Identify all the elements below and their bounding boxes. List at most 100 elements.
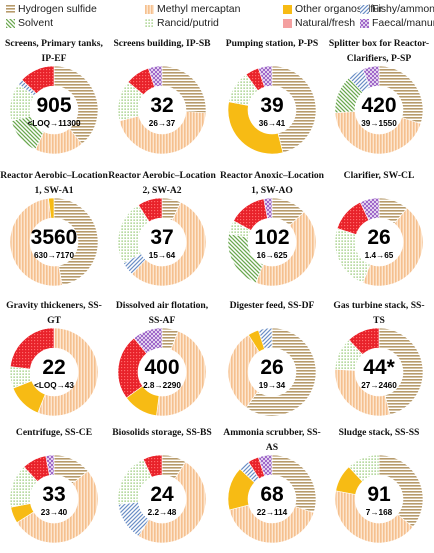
range-label: 1.4→65 (364, 251, 394, 260)
center-value: 37 (150, 226, 174, 249)
panel-title-line2: AS (265, 442, 279, 453)
donut-slice-fishy-ammonia (258, 328, 273, 350)
center-value: 44* (363, 356, 395, 379)
center-value: 3560 (30, 226, 78, 249)
donut-chart (10, 328, 98, 416)
donut-slice-methyl-mercaptan (37, 328, 98, 416)
donut-slice-red-extra (138, 198, 163, 223)
donut-chart (228, 455, 316, 543)
donut-panel: Pumping station, P-PS 39 36→41 (218, 36, 326, 164)
donut-slice-methyl-mercaptan (335, 490, 414, 543)
donut-slice-methyl-mercaptan (156, 330, 206, 416)
donut-chart (118, 455, 206, 543)
donut-slice-faecal-manure (258, 66, 273, 88)
legend-item-natural-fresh: Natural/fresh (283, 17, 355, 29)
donut-slice-hydrogen-sulfide (245, 328, 316, 416)
donut-panel: Reactor Aerobic–Location 2, SW-A2 37 15→64 (108, 168, 216, 296)
panel-title-line2: Clarifiers, P-SP (346, 53, 412, 64)
panel-title: Screens, Primary tanks, IP-EF (0, 36, 108, 66)
donut-slice-faecal-manure (258, 455, 273, 477)
panel-title-line1: Biosolids storage, SS-BS (112, 427, 212, 438)
donut-slice-red-extra (142, 455, 163, 478)
legend-item-rancid-putrid: Rancid/putrid (145, 17, 219, 29)
panel-title: Ammonia scrubber, SS- AS (218, 425, 326, 455)
donut-panel: Digester feed, SS-DF 26 19→34 (218, 298, 326, 426)
legend-item-hydrogen-sulfide: Hydrogen sulfide (6, 3, 97, 15)
center-value: 26 (367, 226, 391, 249)
panel-title-line2: TS (373, 315, 385, 326)
donut-slice-other-organosulfur (228, 101, 284, 154)
panel-title: Reactor Anoxic–Location 1, SW-AO (218, 168, 326, 198)
panel-title-line1: Ammonia scrubber, SS- (223, 427, 321, 438)
donut-slice-methyl-mercaptan (229, 504, 315, 543)
range-label: 22→114 (256, 508, 288, 517)
donut-panel: Sludge stack, SS-SS 91 7→168 (325, 425, 433, 553)
donut-panel: Ammonia scrubber, SS- AS 68 22→114 (218, 425, 326, 553)
donut-slice-methyl-mercaptan (10, 198, 63, 286)
donut-slice-hydrogen-sulfide (271, 66, 316, 153)
donut-chart (118, 198, 206, 286)
range-label: 2.2→48 (147, 508, 177, 517)
donut-panel: Splitter box for Reactor- Clarifiers, P-S… (325, 36, 433, 164)
donut-slice-other-organosulfur (48, 198, 55, 219)
legend-swatch (283, 4, 292, 14)
center-value: 91 (367, 483, 391, 506)
center-value: 400 (144, 356, 180, 379)
center-value: 22 (42, 356, 66, 379)
panel-title: Sludge stack, SS-SS (325, 425, 433, 440)
legend-label: Faecal/manure (372, 17, 434, 29)
donut-chart (335, 198, 423, 286)
donut-slice-hydrogen-sulfide (53, 198, 98, 286)
panel-title-line1: Reactor Aerobic–Location (108, 170, 216, 181)
panel-title: Centrifuge, SS-CE (0, 425, 108, 440)
donut-panel: Screens, Primary tanks, IP-EF 905 <LOQ→1130… (0, 36, 108, 164)
donut-slice-methyl-mercaptan (255, 211, 316, 286)
donut-slice-faecal-manure (133, 328, 163, 354)
donut-chart (10, 198, 98, 286)
panel-title-line1: Splitter box for Reactor- (328, 38, 430, 49)
legend-item-solvent: Solvent (6, 17, 53, 29)
donut-panel: Reactor Aerobic–Location 1, SW-A1 3560 630→… (0, 168, 108, 296)
legend-swatch (360, 18, 369, 28)
donut-panel: Clarifier, SW-CL 26 1.4→65 (325, 168, 433, 296)
range-label: 19→34 (258, 381, 286, 390)
donut-chart (228, 328, 316, 416)
panel-title-line1: Centrifuge, SS-CE (15, 427, 93, 438)
legend-swatch (145, 4, 154, 14)
range-label: <LOQ→11300 (27, 119, 81, 128)
center-value: 24 (150, 483, 174, 506)
range-label: 27→2460 (361, 381, 397, 390)
center-value: 26 (260, 356, 284, 379)
range-label: 630→7170 (33, 251, 75, 260)
donut-panel: Centrifuge, SS-CE 33 23→40 (0, 425, 108, 553)
legend-label: Methyl mercaptan (157, 3, 241, 15)
panel-title: Clarifier, SW-CL (325, 168, 433, 183)
donut-panel: Dissolved air flotation, SS-AF 400 2.8→2290 (108, 298, 216, 426)
donut-slice-methyl-mercaptan (362, 207, 423, 286)
donut-slice-red-extra (10, 328, 55, 370)
panel-title: Biosolids storage, SS-BS (108, 425, 216, 440)
range-label: <LOQ→43 (34, 381, 74, 390)
panel-title-line1: Dissolved air flotation, (115, 300, 209, 311)
donut-slice-hydrogen-sulfide (378, 328, 423, 415)
legend-swatch (283, 18, 292, 28)
center-value: 39 (260, 94, 284, 117)
panel-title-line2: IP-EF (41, 53, 67, 64)
legend-label: Natural/fresh (295, 17, 356, 29)
panel-title-line1: Reactor Aerobic–Location (0, 170, 108, 181)
legend-swatch (145, 18, 154, 28)
donut-chart (335, 66, 423, 154)
panel-title: Reactor Aerobic–Location 1, SW-A1 (0, 168, 108, 198)
panel-title-line1: Digester feed, SS-DF (229, 300, 315, 311)
donut-slice-hydrogen-sulfide (378, 455, 423, 528)
donut-panel: Gravity thickeners, SS- GT 22 <LOQ→43 (0, 298, 108, 426)
panel-title: Splitter box for Reactor- Clarifiers, P-S… (325, 36, 433, 66)
donut-slice-methyl-mercaptan (119, 111, 206, 154)
panel-title: Pumping station, P-PS (218, 36, 326, 51)
donut-slice-hydrogen-sulfide (53, 66, 98, 145)
center-value: 420 (361, 94, 397, 117)
panel-title-line2: 1, SW-A1 (34, 185, 74, 196)
center-value: 68 (260, 483, 284, 506)
panel-title: Gravity thickeners, SS- GT (0, 298, 108, 328)
